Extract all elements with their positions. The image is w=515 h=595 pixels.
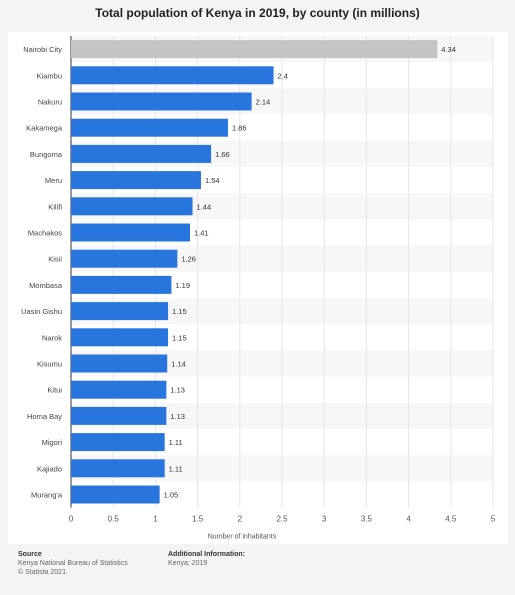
bar	[71, 197, 193, 216]
x-tick-label: 4.5	[445, 515, 457, 524]
value-label: 1.13	[170, 412, 185, 421]
category-label: Kisii	[48, 255, 62, 264]
value-label: 1.19	[175, 281, 190, 290]
value-label: 1.11	[169, 464, 183, 473]
bar	[71, 92, 252, 111]
category-label: Murang'a	[31, 491, 63, 500]
x-tick-label: 1.5	[192, 515, 204, 524]
bar	[71, 406, 167, 425]
info-heading: Additional Information:	[168, 551, 245, 558]
bar	[71, 171, 201, 190]
value-label: 1.13	[170, 386, 185, 395]
bar	[71, 275, 172, 294]
value-label: 1.26	[181, 255, 196, 264]
bar	[71, 328, 169, 347]
additional-info-block: Additional Information: Kenya; 2019	[168, 550, 245, 568]
category-label: Nakuru	[38, 98, 62, 107]
x-axis-title: Number of inhabitants	[208, 534, 277, 541]
source-heading: Source	[18, 551, 42, 558]
bar	[71, 40, 438, 59]
bar	[71, 485, 160, 504]
x-tick-label: 3.5	[361, 515, 373, 524]
value-label: 1.15	[172, 307, 187, 316]
value-label: 1.15	[172, 333, 187, 342]
category-label: Bungoma	[30, 150, 63, 159]
bar	[71, 118, 228, 137]
category-label: Nairobi City	[23, 45, 62, 54]
x-tick-label: 0	[69, 515, 74, 524]
category-label: Mombasa	[29, 281, 63, 290]
value-label: 4.34	[441, 45, 456, 54]
value-label: 2.4	[278, 71, 288, 80]
category-label: Kajiado	[37, 464, 62, 473]
bar	[71, 380, 167, 399]
x-tick-label: 2.5	[276, 515, 288, 524]
bar	[71, 459, 165, 478]
bar	[71, 249, 178, 268]
value-label: 1.44	[197, 202, 212, 211]
bar	[71, 144, 212, 163]
value-label: 1.05	[164, 491, 179, 500]
x-tick-label: 2	[238, 515, 243, 524]
category-label: Machakos	[28, 229, 62, 238]
value-label: 1.14	[171, 360, 186, 369]
bar	[71, 302, 169, 321]
value-label: 2.14	[256, 98, 271, 107]
bar	[71, 433, 165, 452]
value-label: 1.66	[215, 150, 230, 159]
category-label: Kiambu	[37, 71, 62, 80]
bar	[71, 354, 168, 373]
value-label: 1.54	[205, 176, 220, 185]
category-label: Kakamega	[26, 124, 63, 133]
x-tick-label: 5	[491, 515, 496, 524]
category-label: Kisumu	[37, 360, 62, 369]
category-label: Meru	[45, 176, 62, 185]
category-label: Migori	[42, 438, 63, 447]
source-line: Kenya National Bureau of Statistics	[18, 560, 128, 567]
value-label: 1.41	[194, 229, 209, 238]
value-label: 1.86	[232, 124, 247, 133]
category-label: Uasin Gishu	[21, 307, 62, 316]
x-tick-label: 0.5	[108, 515, 120, 524]
x-tick-label: 1	[153, 515, 158, 524]
category-label: Narok	[42, 333, 62, 342]
category-label: Kitui	[47, 386, 62, 395]
info-line: Kenya; 2019	[168, 560, 208, 567]
category-label: Kilifi	[48, 202, 62, 211]
value-label: 1.11	[169, 438, 183, 447]
bar	[71, 66, 274, 85]
source-block: Source Kenya National Bureau of Statisti…	[18, 550, 128, 577]
copyright-line: © Statista 2021	[18, 569, 66, 576]
x-tick-label: 4	[406, 515, 411, 524]
bar	[71, 223, 191, 242]
category-label: Homa Bay	[27, 412, 62, 421]
x-tick-label: 3	[322, 515, 327, 524]
chart-title: Total population of Kenya in 2019, by co…	[95, 6, 420, 20]
